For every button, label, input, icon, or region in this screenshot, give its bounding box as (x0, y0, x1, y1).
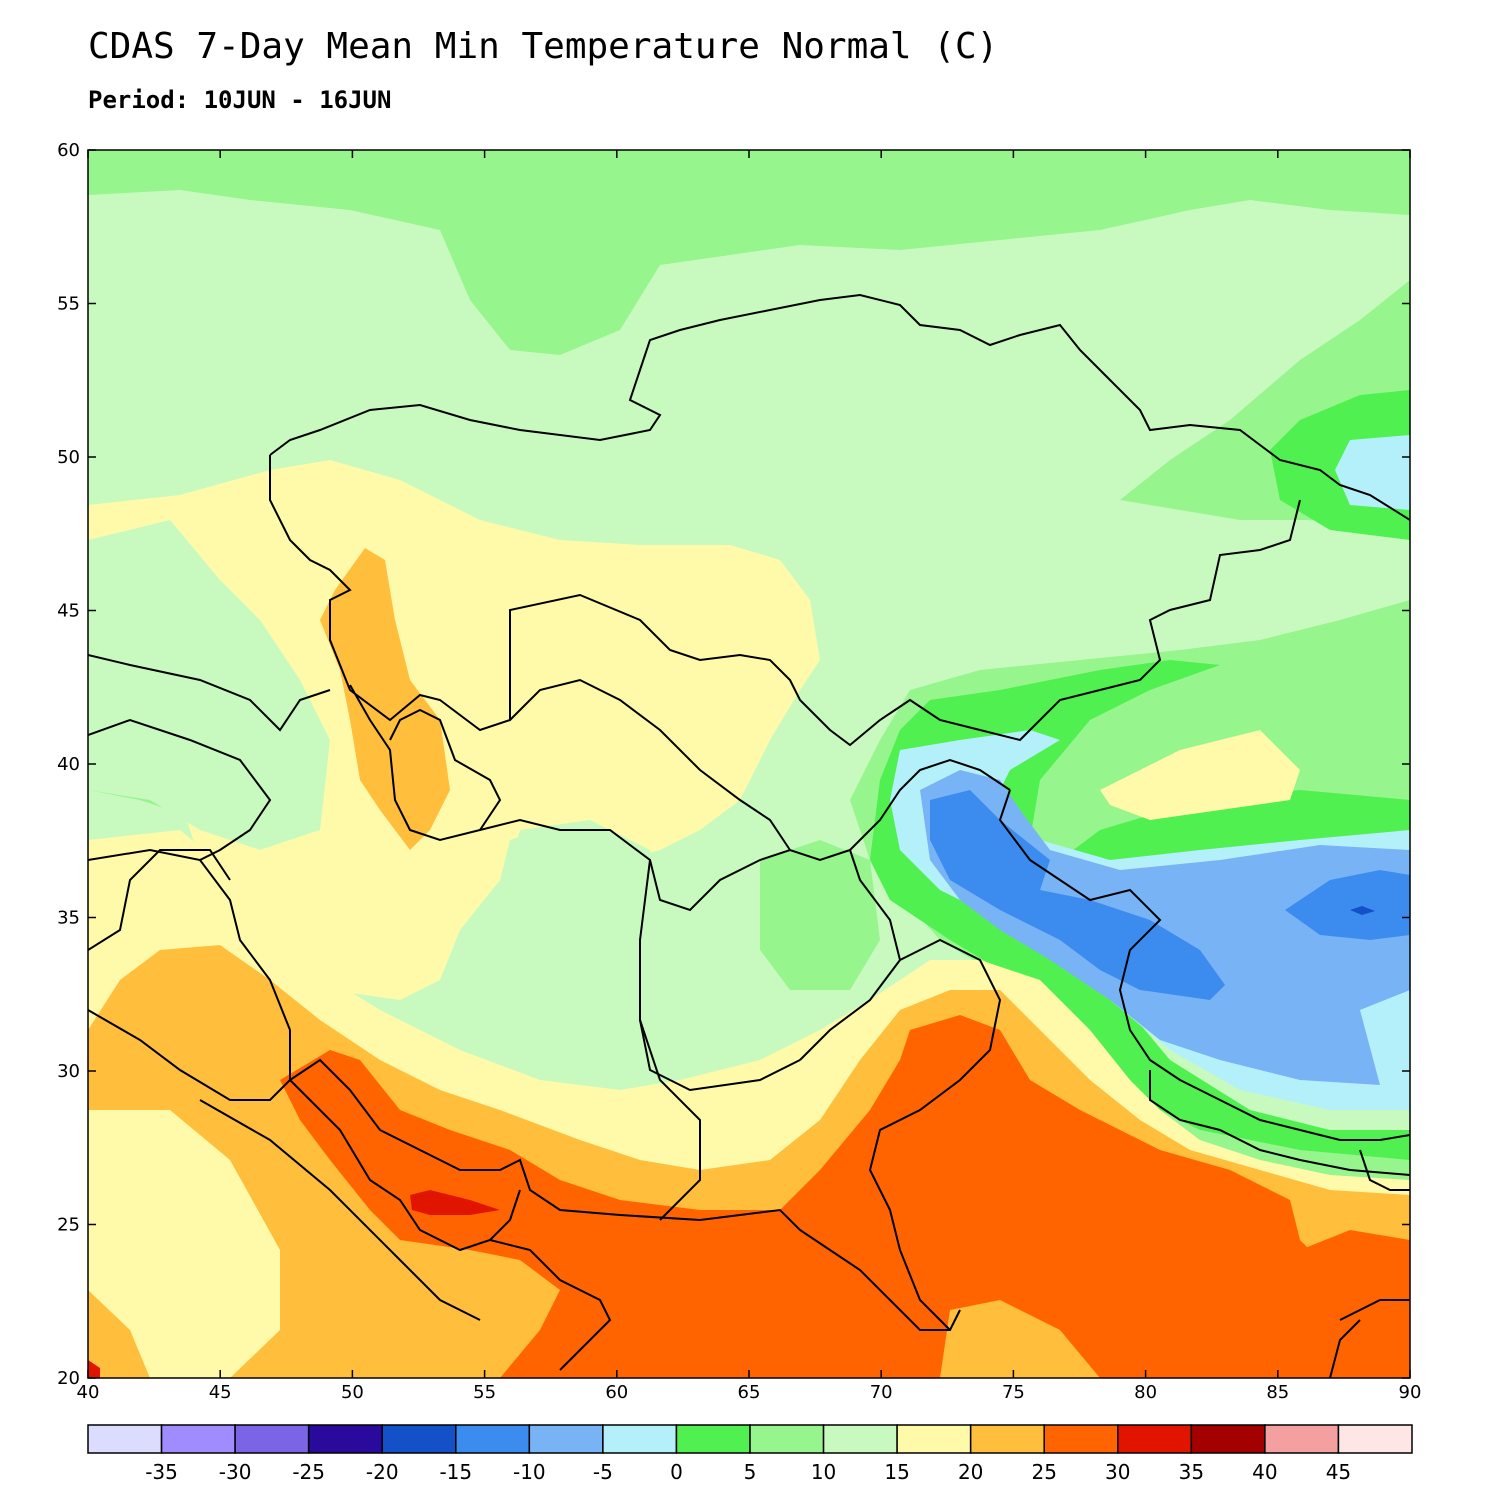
colorbar-label: -25 (292, 1460, 325, 1484)
colorbar-swatch (160, 1424, 236, 1454)
colorbar-swatch (822, 1424, 898, 1454)
temperature-shading (88, 150, 1410, 1378)
colorbar-label: -35 (145, 1460, 178, 1484)
longitude-axis: 40 45 50 55 60 65 70 75 80 85 90 (77, 150, 1422, 1403)
colorbar-swatch (1043, 1424, 1119, 1454)
colorbar-label: 10 (811, 1460, 836, 1484)
lon-tick-label: 40 (77, 1382, 100, 1403)
period-subtitle: Period: 10JUN - 16JUN (88, 86, 392, 114)
colorbar-label: 20 (958, 1460, 983, 1484)
lon-tick-label: 80 (1134, 1382, 1157, 1403)
colorbar-swatch (675, 1424, 751, 1454)
colorbar-label: 45 (1326, 1460, 1351, 1484)
colorbar-swatch (1337, 1424, 1413, 1454)
colorbar-swatch (381, 1424, 457, 1454)
colorbar-swatch (234, 1424, 310, 1454)
map-title: CDAS 7-Day Mean Min Temperature Normal (… (88, 26, 999, 67)
colorbar-swatch (455, 1424, 531, 1454)
colorbar-label: 5 (744, 1460, 757, 1484)
colorbar-label: 35 (1179, 1460, 1204, 1484)
latitude-axis: 20 25 30 35 40 45 50 55 60 (57, 140, 1410, 1389)
colorbar-label: 0 (670, 1460, 683, 1484)
lat-tick-label: 40 (57, 754, 80, 775)
colorbar-label: 30 (1105, 1460, 1130, 1484)
colorbar-swatch (1264, 1424, 1340, 1454)
lat-tick-label: 20 (57, 1368, 80, 1389)
colorbar-label: 25 (1031, 1460, 1056, 1484)
colorbar-swatch (1117, 1424, 1193, 1454)
lat-tick-label: 55 (57, 294, 80, 315)
colorbar-label: -30 (219, 1460, 252, 1484)
colorbar-swatch (528, 1424, 604, 1454)
lat-tick-label: 50 (57, 447, 80, 468)
lat-tick-label: 30 (57, 1061, 80, 1082)
colorbar-swatch (896, 1424, 972, 1454)
colorbar-swatch (307, 1424, 383, 1454)
lat-tick-label: 60 (57, 140, 80, 161)
colorbar-swatch (749, 1424, 825, 1454)
colorbar-label: -5 (593, 1460, 613, 1484)
colorbar-label: -20 (366, 1460, 399, 1484)
lon-tick-label: 75 (1002, 1382, 1025, 1403)
colorbar-label: 15 (884, 1460, 909, 1484)
colorbar-label: -15 (439, 1460, 472, 1484)
lat-tick-label: 45 (57, 601, 80, 622)
colorbar-swatch (969, 1424, 1045, 1454)
lon-tick-label: 55 (473, 1382, 496, 1403)
lon-tick-label: 60 (605, 1382, 628, 1403)
lon-tick-label: 85 (1266, 1382, 1289, 1403)
lat-tick-label: 25 (57, 1215, 80, 1236)
colorbar-swatch (1190, 1424, 1266, 1454)
lon-tick-label: 50 (341, 1382, 364, 1403)
lon-tick-label: 45 (209, 1382, 232, 1403)
colorbar-label: -10 (513, 1460, 546, 1484)
colorbar-swatch (602, 1424, 678, 1454)
lat-tick-label: 35 (57, 908, 80, 929)
colorbar-swatch (87, 1424, 163, 1454)
lon-tick-label: 70 (870, 1382, 893, 1403)
country-borders (88, 293, 1410, 1378)
lon-tick-label: 65 (738, 1382, 761, 1403)
colorbar-label: 40 (1252, 1460, 1277, 1484)
colorbar: -35 -30 -25 -20 -15 -10 -5 0 5 10 15 20 25 30 35 40 45 (87, 1424, 1413, 1484)
lon-tick-label: 90 (1399, 1382, 1422, 1403)
